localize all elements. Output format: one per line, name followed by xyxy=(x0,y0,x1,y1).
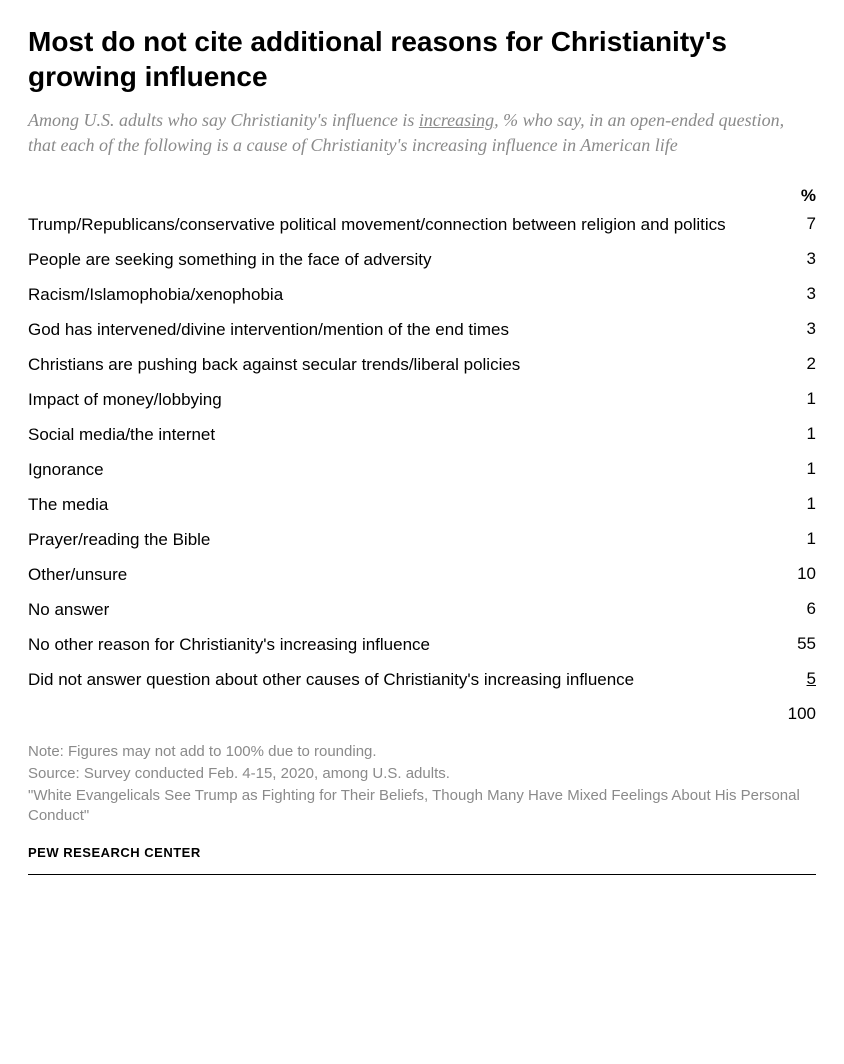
row-label: Christians are pushing back against secu… xyxy=(28,354,756,377)
row-value: 6 xyxy=(756,599,816,619)
table-row: The media1 xyxy=(28,494,816,517)
row-value: 3 xyxy=(756,284,816,304)
report-table: Most do not cite additional reasons for … xyxy=(28,24,816,875)
note-line: "White Evangelicals See Trump as Fightin… xyxy=(28,786,816,827)
row-value: 5 xyxy=(756,669,816,689)
row-label: No other reason for Christianity's incre… xyxy=(28,634,756,657)
row-label: Other/unsure xyxy=(28,564,756,587)
row-value: 1 xyxy=(756,389,816,409)
row-label: Trump/Republicans/conservative political… xyxy=(28,214,756,237)
row-label: Impact of money/lobbying xyxy=(28,389,756,412)
table-row: Christians are pushing back against secu… xyxy=(28,354,816,377)
table-row: Ignorance1 xyxy=(28,459,816,482)
table-row: Trump/Republicans/conservative political… xyxy=(28,214,816,237)
row-value: 1 xyxy=(756,494,816,514)
row-label: No answer xyxy=(28,599,756,622)
row-label: Racism/Islamophobia/xenophobia xyxy=(28,284,756,307)
table-row: No answer6 xyxy=(28,599,816,622)
row-value: 1 xyxy=(756,529,816,549)
total-row: 100 xyxy=(28,704,816,724)
total-spacer xyxy=(28,704,756,724)
row-label: The media xyxy=(28,494,756,517)
header-spacer xyxy=(28,186,756,206)
subtitle-underlined: increasing xyxy=(419,110,494,130)
data-table: % Trump/Republicans/conservative politic… xyxy=(28,186,816,723)
title: Most do not cite additional reasons for … xyxy=(28,24,816,94)
table-row: Racism/Islamophobia/xenophobia3 xyxy=(28,284,816,307)
table-row: Social media/the internet1 xyxy=(28,424,816,447)
row-label: Did not answer question about other caus… xyxy=(28,669,756,692)
table-row: Impact of money/lobbying1 xyxy=(28,389,816,412)
row-value: 55 xyxy=(756,634,816,654)
column-header-pct: % xyxy=(756,186,816,206)
row-value: 7 xyxy=(756,214,816,234)
row-label: Prayer/reading the Bible xyxy=(28,529,756,552)
table-row: No other reason for Christianity's incre… xyxy=(28,634,816,657)
table-row: Other/unsure10 xyxy=(28,564,816,587)
row-value: 2 xyxy=(756,354,816,374)
table-row: Did not answer question about other caus… xyxy=(28,669,816,692)
row-value: 3 xyxy=(756,249,816,269)
row-value: 1 xyxy=(756,459,816,479)
bottom-rule xyxy=(28,874,816,875)
total-value: 100 xyxy=(756,704,816,724)
subtitle-pre: Among U.S. adults who say Christianity's… xyxy=(28,110,419,130)
row-label: Ignorance xyxy=(28,459,756,482)
attribution: PEW RESEARCH CENTER xyxy=(28,845,816,860)
note-line: Source: Survey conducted Feb. 4-15, 2020… xyxy=(28,764,816,784)
table-row: God has intervened/divine intervention/m… xyxy=(28,319,816,342)
row-value: 10 xyxy=(756,564,816,584)
row-label: Social media/the internet xyxy=(28,424,756,447)
note-line: Note: Figures may not add to 100% due to… xyxy=(28,742,816,762)
subtitle: Among U.S. adults who say Christianity's… xyxy=(28,108,816,158)
table-row: People are seeking something in the face… xyxy=(28,249,816,272)
row-value: 1 xyxy=(756,424,816,444)
table-row: Prayer/reading the Bible1 xyxy=(28,529,816,552)
row-label: God has intervened/divine intervention/m… xyxy=(28,319,756,342)
row-value: 3 xyxy=(756,319,816,339)
row-label: People are seeking something in the face… xyxy=(28,249,756,272)
table-header-row: % xyxy=(28,186,816,206)
